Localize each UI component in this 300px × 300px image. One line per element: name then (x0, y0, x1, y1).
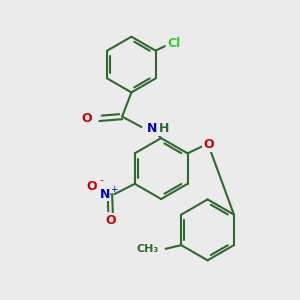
Text: -: - (100, 175, 103, 185)
Text: N: N (147, 122, 157, 135)
Text: O: O (82, 112, 92, 125)
Text: +: + (110, 184, 117, 194)
Text: O: O (203, 138, 214, 151)
Text: H: H (159, 122, 169, 135)
Text: Cl: Cl (167, 38, 181, 50)
Text: CH₃: CH₃ (137, 244, 159, 254)
Text: N: N (100, 188, 110, 201)
Text: O: O (86, 179, 97, 193)
Text: O: O (105, 214, 116, 227)
